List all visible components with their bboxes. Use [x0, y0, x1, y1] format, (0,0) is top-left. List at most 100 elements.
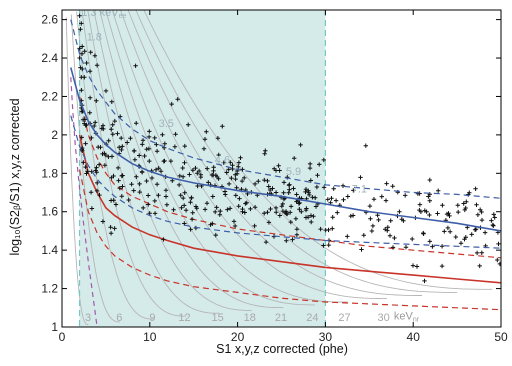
data-point	[267, 187, 273, 193]
data-point	[221, 160, 226, 165]
data-point	[464, 199, 469, 204]
data-point	[233, 176, 238, 182]
data-point	[100, 219, 106, 224]
data-point	[307, 192, 312, 198]
data-point	[345, 194, 350, 199]
data-point	[215, 136, 221, 141]
ee-energy-label: 3.5	[159, 118, 174, 130]
data-point	[77, 55, 82, 61]
data-point	[218, 208, 223, 214]
data-point	[363, 143, 368, 148]
data-point	[120, 184, 125, 189]
data-point	[479, 209, 484, 215]
data-point	[252, 223, 257, 229]
data-point	[383, 227, 388, 232]
data-point	[262, 211, 267, 216]
data-point	[234, 185, 239, 190]
nr-energy-label: 15	[211, 312, 223, 324]
data-point	[183, 208, 189, 213]
data-point	[160, 132, 165, 137]
data-point	[94, 63, 100, 68]
data-point	[410, 263, 416, 268]
data-point	[87, 110, 92, 115]
data-point	[97, 162, 102, 167]
ee-energy-label: 4.6	[215, 155, 230, 167]
data-point	[358, 175, 363, 180]
data-point	[233, 193, 238, 198]
data-point	[172, 144, 178, 149]
data-point	[120, 173, 125, 178]
data-point	[321, 243, 326, 248]
data-point	[158, 169, 164, 174]
data-point	[84, 60, 89, 66]
data-point	[461, 201, 466, 206]
data-point	[161, 237, 166, 242]
data-point	[156, 166, 161, 171]
data-point	[440, 203, 445, 208]
data-point	[266, 184, 271, 189]
data-point	[436, 188, 441, 193]
data-point	[274, 210, 279, 215]
data-point	[224, 170, 229, 175]
data-point	[308, 178, 313, 183]
ee-energy-label: 1.8	[87, 32, 102, 44]
data-point	[229, 175, 234, 181]
data-point	[223, 192, 228, 197]
data-point	[230, 163, 235, 168]
data-point	[236, 164, 241, 169]
y-tick-label: 1.4	[41, 243, 58, 257]
data-point	[144, 178, 149, 184]
data-point	[77, 46, 82, 51]
data-point	[94, 165, 99, 170]
data-point	[179, 205, 184, 210]
data-point	[281, 180, 287, 185]
data-point	[154, 182, 160, 187]
data-point	[303, 207, 309, 213]
data-point	[442, 229, 447, 234]
data-point	[182, 203, 187, 208]
data-point	[94, 98, 99, 103]
y-tick-label: 1	[51, 320, 58, 334]
data-point	[256, 179, 261, 184]
data-point	[154, 142, 159, 147]
data-point	[427, 198, 432, 203]
data-point	[109, 99, 114, 104]
data-point	[81, 160, 86, 165]
data-point	[236, 160, 242, 165]
data-point	[149, 175, 155, 181]
data-point	[146, 193, 151, 198]
data-point	[497, 261, 501, 267]
data-point	[99, 126, 104, 131]
nr-energy-contour	[105, 10, 315, 306]
data-point	[479, 217, 485, 223]
data-point	[113, 202, 119, 207]
data-point	[88, 50, 93, 55]
data-point	[210, 194, 215, 199]
data-point	[308, 213, 314, 218]
data-point	[131, 188, 136, 193]
data-point	[186, 122, 191, 127]
nr-energy-contour	[76, 11, 154, 320]
nr-energy-contour	[120, 10, 387, 300]
data-point	[273, 205, 279, 211]
data-point	[198, 174, 203, 180]
y-tick-label: 1.6	[41, 205, 58, 219]
data-point	[211, 165, 216, 170]
data-point	[383, 198, 389, 203]
data-point	[348, 213, 353, 219]
data-point	[97, 192, 102, 198]
er-band-median-line	[70, 67, 501, 232]
data-point	[154, 149, 160, 154]
data-point	[111, 198, 116, 203]
data-point	[79, 51, 85, 56]
data-point	[239, 178, 245, 184]
data-point	[341, 197, 346, 202]
data-point	[427, 239, 432, 244]
data-point	[115, 131, 120, 136]
data-point	[126, 197, 131, 203]
data-point	[102, 151, 107, 156]
data-point	[469, 232, 474, 237]
data-point	[283, 210, 288, 215]
data-point	[321, 157, 326, 163]
